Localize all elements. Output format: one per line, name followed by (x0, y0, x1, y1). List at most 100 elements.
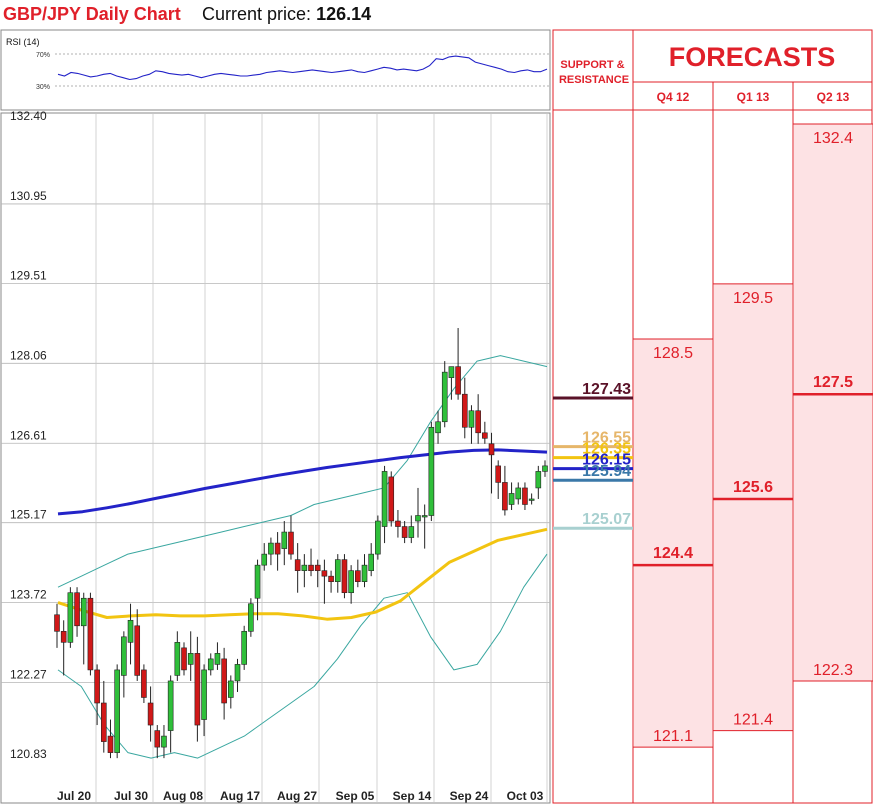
rsi-panel: RSI (14) 70% 30% (0, 29, 551, 111)
candle-body (435, 421, 441, 434)
candle-body (455, 366, 461, 395)
sr-level-label: 127.43 (582, 381, 631, 398)
candle-body (508, 493, 515, 505)
candle-body (441, 371, 448, 423)
candle-body (134, 625, 141, 676)
forecast-high-label: 129.5 (733, 290, 773, 307)
y-tick-label: 129.51 (10, 268, 47, 282)
bollinger-lower (57, 553, 548, 759)
candle-body (314, 564, 321, 571)
candle-body (395, 520, 401, 527)
candle-body (482, 432, 488, 439)
x-tick-label: Aug 17 (220, 789, 260, 803)
x-tick-label: Sep 24 (450, 789, 489, 803)
x-tick-label: Aug 27 (277, 789, 317, 803)
x-tick-label: Sep 05 (336, 789, 375, 803)
rsi-label: RSI (14) (6, 37, 40, 47)
x-tick-label: Jul 30 (114, 789, 148, 803)
candle-body (107, 735, 114, 753)
sr-level-label: 126.15 (582, 452, 631, 469)
candle-body (528, 498, 535, 501)
forecast-low-label: 122.3 (813, 662, 853, 679)
candle-body (415, 515, 421, 522)
forecast-high-label: 132.4 (813, 130, 853, 147)
candlesticks (54, 328, 548, 759)
sr-title: SUPPORT & RESISTANCE (559, 59, 629, 86)
forecast-mid-label: 127.5 (813, 374, 853, 391)
y-tick-label: 120.83 (10, 747, 47, 761)
candle-body (268, 542, 274, 555)
candle-body (221, 658, 227, 704)
candle-body (241, 631, 247, 665)
y-tick-label: 123.72 (10, 588, 47, 602)
price-chart-frame (0, 112, 551, 804)
candle-body (355, 570, 361, 582)
candle-body (147, 702, 154, 726)
candle-body (488, 443, 495, 456)
candle-body (207, 658, 214, 671)
candle-body (161, 735, 167, 748)
candle-body (54, 614, 60, 632)
candle-body (187, 653, 194, 665)
forecast-mid-label: 124.4 (653, 545, 693, 562)
y-tick-label: 128.06 (10, 348, 47, 362)
candle-body (74, 592, 80, 627)
y-tick-label: 132.40 (10, 109, 47, 123)
forecast-high-label: 128.5 (653, 345, 693, 362)
candle-body (60, 631, 67, 643)
candle-body (515, 487, 522, 500)
x-tick-label: Oct 03 (507, 789, 544, 803)
current-price: Current price: 126.14 (202, 4, 371, 25)
candle-body (234, 664, 241, 682)
candle-body (461, 393, 468, 428)
forecast-mid-label: 125.6 (733, 479, 773, 496)
sr-title-line1: SUPPORT & (560, 59, 624, 71)
candle-body (522, 487, 528, 505)
candle-body (408, 526, 415, 538)
current-price-value: 126.14 (316, 4, 372, 24)
rsi-frame (0, 29, 551, 111)
y-tick-label: 125.17 (10, 508, 47, 522)
candle-body (341, 559, 348, 594)
candle-body (281, 531, 288, 549)
y-tick-label: 122.27 (10, 668, 47, 682)
candle-body (274, 542, 281, 555)
candle-body (254, 564, 261, 599)
candle-body (80, 597, 87, 627)
y-axis-ticks: 132.40 130.95 129.51 128.06 126.61 125.17 123.… (10, 109, 47, 761)
candle-body (448, 366, 455, 378)
candle-body (174, 642, 181, 676)
forecast-range-bar (634, 339, 712, 748)
rsi-series (57, 55, 548, 81)
candle-body (261, 553, 268, 566)
candle-body (288, 531, 294, 555)
forecast-columns: Q4 12 128.5 124.4 121.1 Q1 13 129.5 125.6 121.4… (633, 90, 873, 748)
x-tick-label: Jul 20 (57, 789, 91, 803)
indicators (57, 355, 548, 759)
candle-body (542, 465, 548, 472)
candle-body (468, 410, 475, 428)
rsi-level-30: 30% (36, 84, 50, 91)
candle-body (348, 570, 354, 594)
forecast-table: SUPPORT & RESISTANCE FORECASTS Q4 12 128.… (552, 29, 873, 804)
candle-body (87, 597, 94, 671)
candle-body (421, 515, 428, 518)
candle-body (154, 730, 161, 748)
candle-body (328, 575, 334, 582)
candle-body (214, 653, 221, 665)
x-tick-label: Sep 14 (393, 789, 432, 803)
sr-level-label: 125.07 (582, 511, 631, 528)
candle-body (141, 669, 147, 698)
candle-body (375, 520, 381, 555)
forecast-range-bar (714, 283, 792, 731)
forecast-period-label: Q4 12 (657, 90, 690, 104)
forecast-period-label: Q2 13 (817, 90, 850, 104)
chart-title: GBP/JPY Daily Chart (3, 4, 181, 24)
forecast-low-label: 121.4 (733, 712, 773, 729)
candle-body (361, 564, 368, 582)
forecast-period-label: Q1 13 (737, 90, 770, 104)
candle-body (381, 471, 388, 527)
candle-body (294, 559, 301, 571)
